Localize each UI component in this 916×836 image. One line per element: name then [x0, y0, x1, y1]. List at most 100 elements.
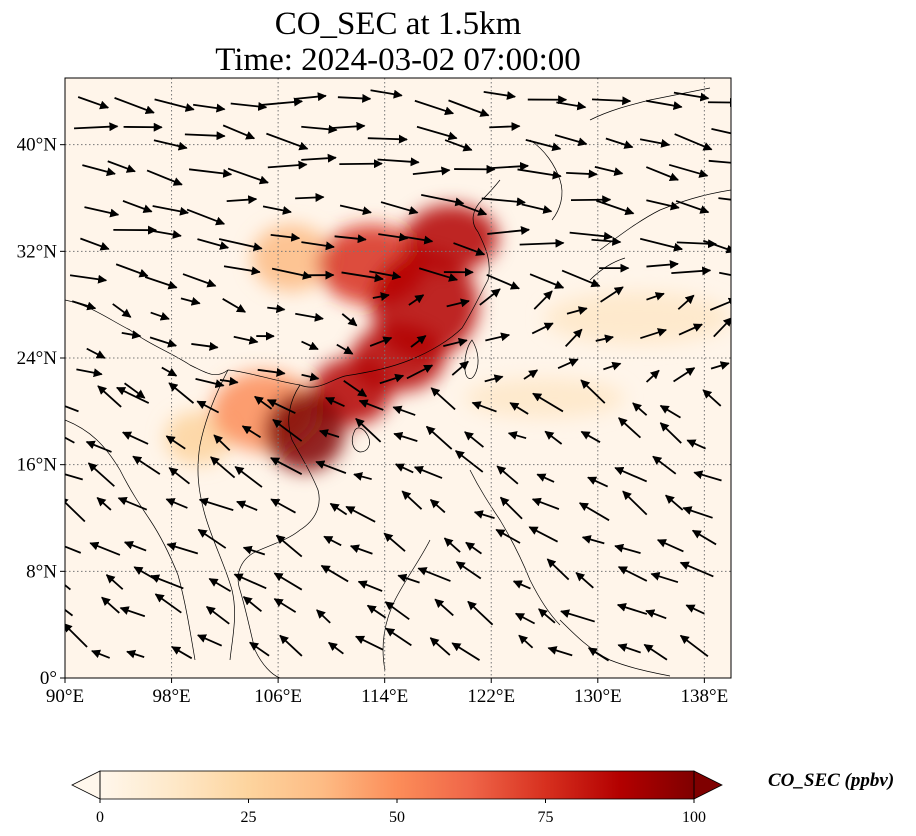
wind-arrow: [242, 596, 263, 613]
longitude-tick-label: 98°E: [152, 686, 190, 707]
axis-labels: 90°E 98°E 106°E 114°E 122°E 130°E 138°E 0° 8°N 16…: [17, 135, 729, 707]
wind-arrow: [208, 577, 232, 593]
wind-arrow: [444, 139, 473, 152]
wind-arrow: [272, 418, 303, 442]
wind-arrow: [65, 623, 88, 648]
longitude-tick-label: 138°E: [681, 686, 729, 707]
map-time: Time: 2024-03-02 07:00:00: [215, 42, 581, 78]
wind-arrow: [349, 544, 373, 555]
map-title: CO_SEC at 1.5km: [274, 6, 522, 42]
wind-arrow: [151, 229, 182, 239]
wind-arrow: [65, 496, 86, 523]
wind-arrow: [186, 208, 226, 226]
wind-arrow: [343, 380, 368, 398]
wind-arrow: [394, 463, 414, 474]
wind-arrow: [521, 203, 553, 214]
wind-arrow: [320, 564, 349, 583]
wind-arrow: [152, 205, 190, 216]
wind-arrow: [401, 490, 423, 510]
wind-arrow: [161, 366, 178, 377]
wind-arrow: [578, 502, 610, 522]
wind-arrow: [315, 460, 347, 474]
wind-arrow: [91, 649, 111, 659]
wind-arrow: [218, 238, 263, 252]
wind-arrow: [154, 98, 195, 112]
wind-arrow: [600, 286, 624, 303]
wind-arrow: [345, 505, 376, 523]
wind-arrow: [329, 502, 348, 516]
wind-arrow: [710, 361, 730, 370]
wind-arrow: [89, 541, 121, 556]
wind-arrow: [566, 169, 598, 179]
wind-arrow: [132, 455, 161, 475]
colorbar: 0 25 50 75 100: [71, 770, 723, 826]
wind-arrow: [197, 238, 230, 250]
wind-arrow: [639, 138, 671, 148]
wind-arrow: [531, 322, 554, 335]
wind-arrow: [483, 90, 516, 100]
wind-arrow: [708, 159, 731, 164]
wind-arrow: [323, 535, 342, 547]
wind-arrow: [645, 166, 679, 182]
wind-arrow: [367, 134, 408, 144]
wind-arrow: [443, 337, 468, 347]
wind-arrow: [262, 205, 292, 215]
wind-arrow: [617, 643, 641, 654]
wind-arrow: [234, 466, 263, 488]
wind-arrow: [301, 372, 320, 382]
wind-arrow: [417, 567, 451, 582]
wind-arrow: [603, 361, 622, 371]
wind-arrow: [665, 494, 684, 511]
wind-arrow: [210, 456, 236, 479]
wind-arrow: [711, 127, 731, 135]
wind-arrow: [273, 598, 297, 613]
wind-arrow: [645, 369, 660, 383]
wind-arrow: [258, 97, 303, 107]
wind-arrow: [523, 369, 539, 380]
wind-arrow: [591, 236, 622, 246]
wind-arrow: [673, 367, 696, 383]
colorbar-label: CO_SEC (ppbv): [768, 770, 895, 791]
wind-arrow: [328, 641, 344, 655]
wind-arrow: [249, 641, 270, 657]
wind-arrow: [430, 387, 456, 411]
wind-arrow: [639, 237, 683, 252]
wind-arrow: [467, 600, 494, 626]
wind-arrow: [509, 402, 529, 415]
wind-arrow: [213, 434, 231, 452]
wind-arrow: [379, 373, 405, 385]
wind-arrow: [384, 601, 410, 621]
wind-arrow: [241, 425, 262, 439]
wind-arrow: [71, 300, 97, 311]
wind-arrow: [533, 290, 553, 310]
wind-arrow: [587, 647, 610, 662]
wind-arrow: [114, 97, 155, 115]
wind-arrow: [168, 382, 195, 404]
colorbar-min-extend: [71, 770, 101, 800]
wind-arrow: [257, 367, 286, 377]
wind-arrow: [557, 358, 579, 370]
wind-arrow: [65, 602, 74, 617]
wind-arrow: [413, 465, 443, 479]
wind-arrow: [512, 580, 531, 590]
wind-arrow: [646, 199, 680, 211]
wind-arrow: [488, 161, 529, 171]
wind-arrow: [451, 642, 480, 661]
wind-arrow: [709, 297, 731, 311]
longitude-tick-label: 122°E: [467, 686, 515, 707]
wind-arrow: [677, 294, 695, 310]
wind-arrow: [195, 377, 225, 389]
wind-arrow: [671, 266, 712, 276]
wind-arrow: [486, 273, 520, 290]
wind-arrow: [448, 99, 490, 117]
wind-arrow: [656, 539, 684, 553]
wind-arrow: [101, 596, 120, 614]
wind-arrow: [404, 235, 434, 245]
wind-arrow: [205, 605, 230, 625]
wind-arrow: [171, 646, 193, 660]
wind-arrow: [580, 430, 601, 443]
wind-arrow: [528, 526, 559, 543]
wind-arrow: [295, 192, 325, 202]
wind-arrow: [412, 166, 451, 176]
wind-arrow: [267, 304, 286, 314]
